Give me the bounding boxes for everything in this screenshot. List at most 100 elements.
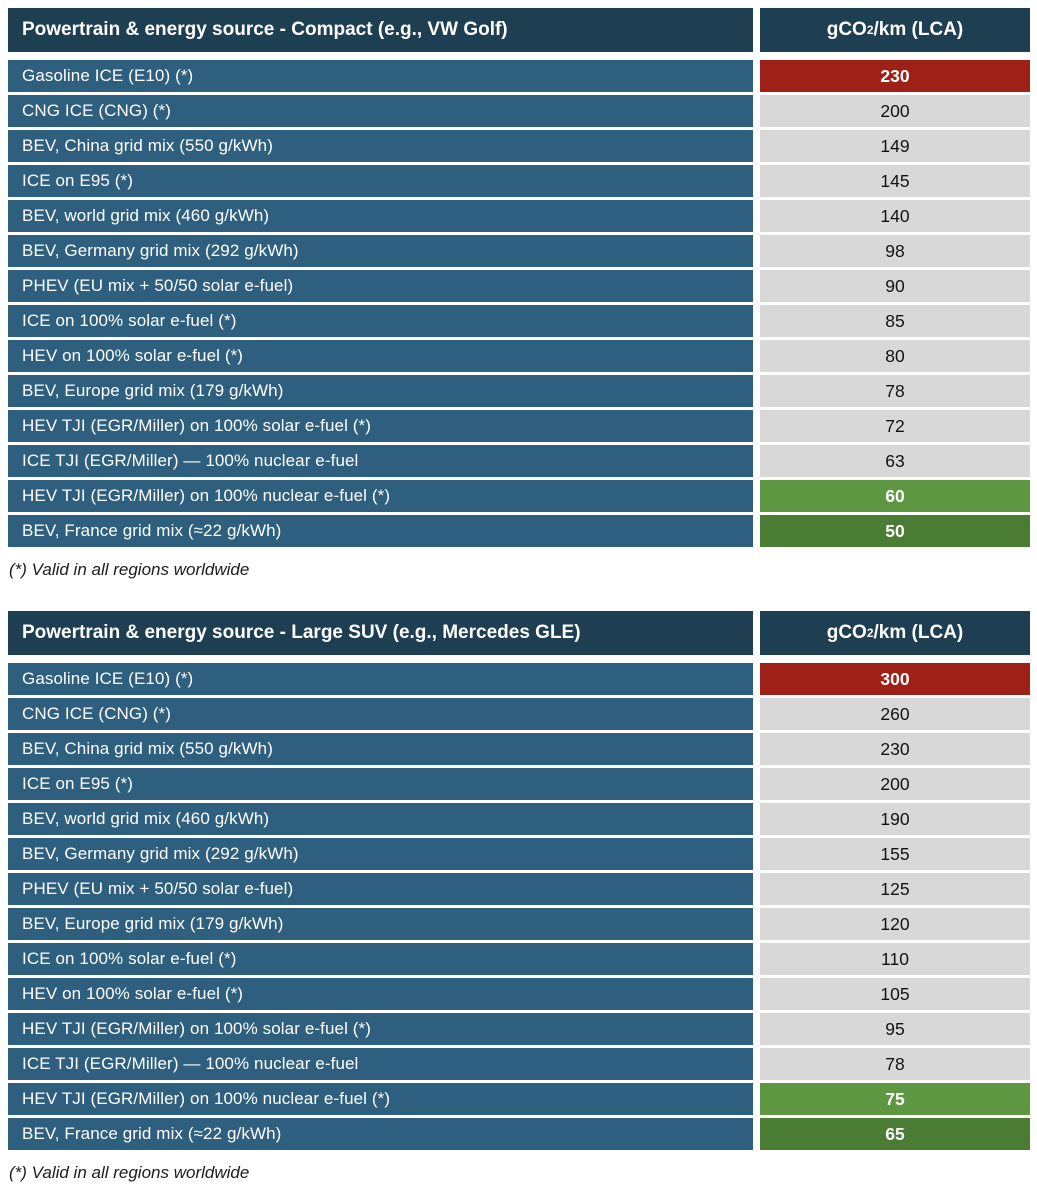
row-value: 155	[760, 838, 1030, 870]
table-row: CNG ICE (CNG) (*) 260	[8, 698, 1030, 730]
table-row: ICE TJI (EGR/Miller) — 100% nuclear e-fu…	[8, 1048, 1030, 1080]
table-row: ICE on 100% solar e-fuel (*) 85	[8, 305, 1030, 337]
row-label: HEV TJI (EGR/Miller) on 100% nuclear e-f…	[8, 480, 753, 512]
table-row: ICE on 100% solar e-fuel (*) 110	[8, 943, 1030, 975]
row-value: 85	[760, 305, 1030, 337]
row-value: 200	[760, 95, 1030, 127]
table-row: BEV, Germany grid mix (292 g/kWh) 155	[8, 838, 1030, 870]
table-row: HEV TJI (EGR/Miller) on 100% solar e-fue…	[8, 410, 1030, 442]
row-value: 63	[760, 445, 1030, 477]
row-label: HEV TJI (EGR/Miller) on 100% nuclear e-f…	[8, 1083, 753, 1115]
table-row: HEV TJI (EGR/Miller) on 100% solar e-fue…	[8, 1013, 1030, 1045]
table-row: BEV, China grid mix (550 g/kWh) 149	[8, 130, 1030, 162]
row-label: Gasoline ICE (E10) (*)	[8, 60, 753, 92]
row-label: BEV, China grid mix (550 g/kWh)	[8, 130, 753, 162]
table-footnote: (*) Valid in all regions worldwide	[9, 560, 250, 579]
value-header-prefix: gCO	[826, 19, 867, 40]
table-row: ICE on E95 (*) 145	[8, 165, 1030, 197]
row-label: BEV, France grid mix (≈22 g/kWh)	[8, 1118, 753, 1150]
table-row: BEV, France grid mix (≈22 g/kWh) 50	[8, 515, 1030, 547]
row-value: 260	[760, 698, 1030, 730]
row-label: BEV, France grid mix (≈22 g/kWh)	[8, 515, 753, 547]
table-body: Gasoline ICE (E10) (*) 230 CNG ICE (CNG)…	[8, 60, 1030, 547]
row-value: 125	[760, 873, 1030, 905]
row-value: 80	[760, 340, 1030, 372]
value-header-suffix: /km (LCA)	[873, 622, 964, 643]
row-value: 75	[760, 1083, 1030, 1115]
table-title: Powertrain & energy source - Large SUV (…	[8, 611, 753, 655]
table-row: HEV TJI (EGR/Miller) on 100% nuclear e-f…	[8, 480, 1030, 512]
table-row: HEV on 100% solar e-fuel (*) 80	[8, 340, 1030, 372]
row-value: 140	[760, 200, 1030, 232]
row-value: 65	[760, 1118, 1030, 1150]
row-label: HEV TJI (EGR/Miller) on 100% solar e-fue…	[8, 410, 753, 442]
table-row: BEV, China grid mix (550 g/kWh) 230	[8, 733, 1030, 765]
row-label: BEV, Germany grid mix (292 g/kWh)	[8, 235, 753, 267]
row-label: CNG ICE (CNG) (*)	[8, 95, 753, 127]
table-row: ICE TJI (EGR/Miller) — 100% nuclear e-fu…	[8, 445, 1030, 477]
value-header-suffix: /km (LCA)	[873, 19, 964, 40]
table-row: HEV TJI (EGR/Miller) on 100% nuclear e-f…	[8, 1083, 1030, 1115]
table-footnote: (*) Valid in all regions worldwide	[9, 1163, 250, 1182]
row-label: ICE TJI (EGR/Miller) — 100% nuclear e-fu…	[8, 1048, 753, 1080]
row-value: 95	[760, 1013, 1030, 1045]
row-label: BEV, world grid mix (460 g/kWh)	[8, 803, 753, 835]
compact-table: Powertrain & energy source - Compact (e.…	[8, 8, 1030, 580]
value-header-prefix: gCO	[826, 622, 867, 643]
table-row: BEV, France grid mix (≈22 g/kWh) 65	[8, 1118, 1030, 1150]
row-label: PHEV (EU mix + 50/50 solar e-fuel)	[8, 873, 753, 905]
row-label: ICE on E95 (*)	[8, 165, 753, 197]
table-row: HEV on 100% solar e-fuel (*) 105	[8, 978, 1030, 1010]
table-row: BEV, world grid mix (460 g/kWh) 190	[8, 803, 1030, 835]
row-value: 72	[760, 410, 1030, 442]
row-value: 78	[760, 1048, 1030, 1080]
row-value: 230	[760, 60, 1030, 92]
table-row: BEV, Germany grid mix (292 g/kWh) 98	[8, 235, 1030, 267]
row-label: ICE on 100% solar e-fuel (*)	[8, 305, 753, 337]
row-label: ICE TJI (EGR/Miller) — 100% nuclear e-fu…	[8, 445, 753, 477]
table-body: Gasoline ICE (E10) (*) 300 CNG ICE (CNG)…	[8, 663, 1030, 1150]
table-row: CNG ICE (CNG) (*) 200	[8, 95, 1030, 127]
suv-table: Powertrain & energy source - Large SUV (…	[8, 611, 1030, 1183]
table-row: BEV, world grid mix (460 g/kWh) 140	[8, 200, 1030, 232]
value-column-header: gCO 2/km (LCA)	[760, 611, 1030, 655]
row-value: 105	[760, 978, 1030, 1010]
table-row: PHEV (EU mix + 50/50 solar e-fuel) 125	[8, 873, 1030, 905]
row-label: HEV on 100% solar e-fuel (*)	[8, 340, 753, 372]
row-label: BEV, world grid mix (460 g/kWh)	[8, 200, 753, 232]
table-row: BEV, Europe grid mix (179 g/kWh) 120	[8, 908, 1030, 940]
table-header-row: Powertrain & energy source - Large SUV (…	[8, 611, 1030, 655]
row-value: 149	[760, 130, 1030, 162]
row-value: 78	[760, 375, 1030, 407]
row-label: PHEV (EU mix + 50/50 solar e-fuel)	[8, 270, 753, 302]
table-row: Gasoline ICE (E10) (*) 300	[8, 663, 1030, 695]
table-row: PHEV (EU mix + 50/50 solar e-fuel) 90	[8, 270, 1030, 302]
row-value: 98	[760, 235, 1030, 267]
row-value: 110	[760, 943, 1030, 975]
table-row: Gasoline ICE (E10) (*) 230	[8, 60, 1030, 92]
table-row: ICE on E95 (*) 200	[8, 768, 1030, 800]
row-label: CNG ICE (CNG) (*)	[8, 698, 753, 730]
value-column-header: gCO 2/km (LCA)	[760, 8, 1030, 52]
row-value: 50	[760, 515, 1030, 547]
row-label: ICE on E95 (*)	[8, 768, 753, 800]
spacer	[8, 580, 1030, 611]
row-label: BEV, Europe grid mix (179 g/kWh)	[8, 375, 753, 407]
table-title: Powertrain & energy source - Compact (e.…	[8, 8, 753, 52]
row-value: 90	[760, 270, 1030, 302]
row-value: 60	[760, 480, 1030, 512]
table-row: BEV, Europe grid mix (179 g/kWh) 78	[8, 375, 1030, 407]
row-value: 145	[760, 165, 1030, 197]
row-label: Gasoline ICE (E10) (*)	[8, 663, 753, 695]
row-label: BEV, Germany grid mix (292 g/kWh)	[8, 838, 753, 870]
row-label: HEV TJI (EGR/Miller) on 100% solar e-fue…	[8, 1013, 753, 1045]
table-header-row: Powertrain & energy source - Compact (e.…	[8, 8, 1030, 52]
row-label: BEV, Europe grid mix (179 g/kWh)	[8, 908, 753, 940]
row-value: 120	[760, 908, 1030, 940]
row-value: 300	[760, 663, 1030, 695]
row-label: HEV on 100% solar e-fuel (*)	[8, 978, 753, 1010]
row-value: 190	[760, 803, 1030, 835]
row-value: 230	[760, 733, 1030, 765]
row-label: ICE on 100% solar e-fuel (*)	[8, 943, 753, 975]
